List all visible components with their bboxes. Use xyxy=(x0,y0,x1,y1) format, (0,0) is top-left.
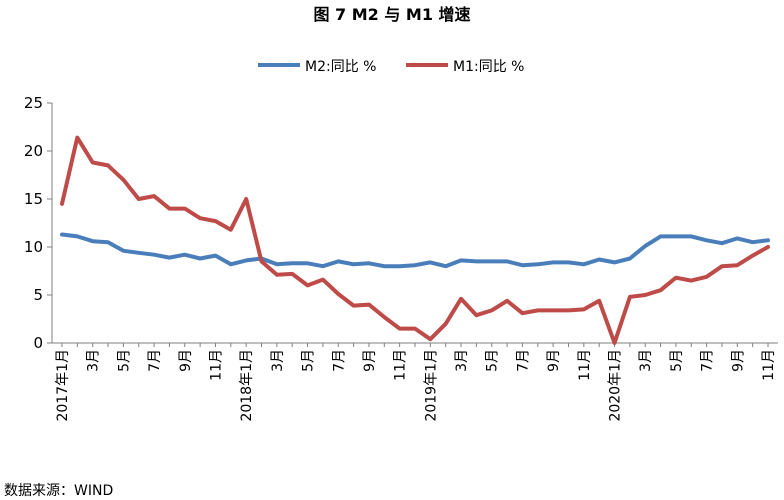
y-axis: 0 5 10 15 20 25 xyxy=(24,94,53,352)
y-tick-label: 20 xyxy=(24,142,43,160)
x-tick-label: 11月 xyxy=(761,349,777,381)
x-tick-label: 7月 xyxy=(515,349,531,372)
chart-title: 图 7 M2 与 M1 增速 xyxy=(313,5,470,24)
x-tick-label: 3月 xyxy=(638,349,654,372)
x-tick-label: 9月 xyxy=(546,349,562,372)
legend-label-m1: M1:同比 % xyxy=(453,59,524,75)
x-tick-label: 9月 xyxy=(730,349,746,372)
x-tick-label: 3月 xyxy=(454,349,470,372)
series-line-m2 xyxy=(60,232,770,269)
x-tick-label: 5月 xyxy=(485,349,501,372)
x-tick-label: 5月 xyxy=(116,349,132,372)
y-tick-label: 0 xyxy=(33,334,43,352)
x-tick-label: 3月 xyxy=(86,349,102,372)
x-tick-label: 11月 xyxy=(208,349,224,381)
x-tick-label: 5月 xyxy=(669,349,685,372)
x-tick-label: 2017年1月 xyxy=(55,349,71,422)
x-tick-label: 3月 xyxy=(270,349,286,372)
y-tick-label: 15 xyxy=(24,190,43,208)
x-tick-label: 7月 xyxy=(700,349,716,372)
x-tick-label: 9月 xyxy=(362,349,378,372)
x-tick-label: 2018年1月 xyxy=(239,349,255,422)
x-tick-label: 11月 xyxy=(393,349,409,381)
series-line-m1 xyxy=(60,135,770,345)
x-tick-label: 11月 xyxy=(577,349,593,381)
x-axis: 2017年1月 3月 5月 7月 9月 11月 2018年1月 3月 5月 7月 9月 11月 2019… xyxy=(52,342,778,422)
x-tick-label: 7月 xyxy=(331,349,347,372)
y-tick-label: 5 xyxy=(33,286,43,304)
series-layer xyxy=(60,135,770,345)
legend: M2:同比 % M1:同比 % xyxy=(258,59,524,75)
source-note: 数据来源：WIND xyxy=(4,483,114,499)
x-tick-label: 7月 xyxy=(147,349,163,372)
x-tick-label: 5月 xyxy=(301,349,317,372)
legend-label-m2: M2:同比 % xyxy=(305,59,376,75)
y-tick-label: 10 xyxy=(24,238,43,256)
x-tick-label: 2020年1月 xyxy=(608,349,624,422)
y-tick-label: 25 xyxy=(24,94,43,112)
x-tick-label: 2019年1月 xyxy=(423,349,439,422)
x-tick-label: 9月 xyxy=(178,349,194,372)
